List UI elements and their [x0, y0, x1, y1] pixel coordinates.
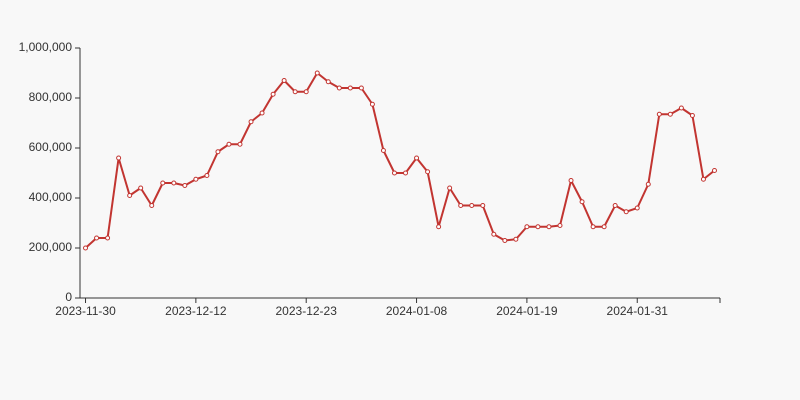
point [259, 110, 265, 116]
x-tick-label: 2024-01-19 [496, 304, 558, 318]
line [84, 72, 716, 249]
point [83, 245, 89, 251]
point [281, 78, 287, 83]
point [336, 85, 342, 91]
point [491, 231, 497, 237]
point [535, 224, 541, 230]
point [414, 155, 420, 161]
point [116, 155, 122, 161]
point [557, 223, 563, 228]
point [215, 149, 221, 155]
point [270, 91, 276, 97]
point [369, 101, 375, 107]
point [634, 205, 640, 211]
point [645, 181, 651, 187]
point [171, 180, 177, 186]
point [391, 170, 397, 176]
point [601, 224, 607, 230]
y-tick-label: 200,000 [29, 240, 73, 254]
point [612, 203, 618, 208]
point [226, 141, 232, 147]
point [678, 105, 684, 111]
point [700, 176, 706, 182]
point [314, 70, 320, 76]
point [590, 224, 596, 230]
y-tick-label: 1,000,000 [19, 40, 73, 54]
point [623, 209, 629, 215]
point [436, 224, 442, 230]
point [469, 203, 475, 208]
point [160, 180, 166, 186]
point [458, 203, 464, 208]
point [480, 203, 486, 208]
point [347, 85, 353, 91]
point [656, 111, 662, 117]
point [94, 235, 100, 241]
point [667, 111, 673, 117]
point [248, 119, 254, 125]
y-tick-label: 600,000 [29, 140, 73, 154]
point [513, 236, 519, 242]
point [127, 193, 133, 198]
point [138, 185, 144, 191]
point [193, 176, 199, 182]
y-tick-label: 400,000 [29, 190, 73, 204]
y-tick-label: 0 [65, 290, 72, 304]
point [292, 89, 298, 95]
point [524, 224, 530, 230]
point [204, 173, 210, 178]
x-tick-label: 2023-12-12 [165, 304, 227, 318]
point [105, 235, 111, 241]
point [425, 169, 431, 175]
point [182, 183, 188, 188]
x-tick-label: 2023-12-23 [276, 304, 338, 318]
point [568, 178, 574, 183]
point [689, 113, 695, 118]
point [403, 170, 409, 176]
point [380, 148, 386, 153]
point [579, 199, 585, 205]
point [303, 89, 309, 95]
point [447, 185, 453, 191]
point [546, 224, 552, 230]
point [711, 168, 717, 173]
x-tick-label: 2024-01-31 [607, 304, 669, 318]
point [358, 85, 364, 91]
point [325, 79, 331, 85]
point [502, 238, 508, 243]
point [237, 141, 243, 147]
y-tick-label: 800,000 [29, 90, 73, 104]
x-tick-label: 2024-01-08 [386, 304, 448, 318]
point [149, 203, 155, 208]
x-tick-label: 2023-11-30 [55, 304, 116, 318]
